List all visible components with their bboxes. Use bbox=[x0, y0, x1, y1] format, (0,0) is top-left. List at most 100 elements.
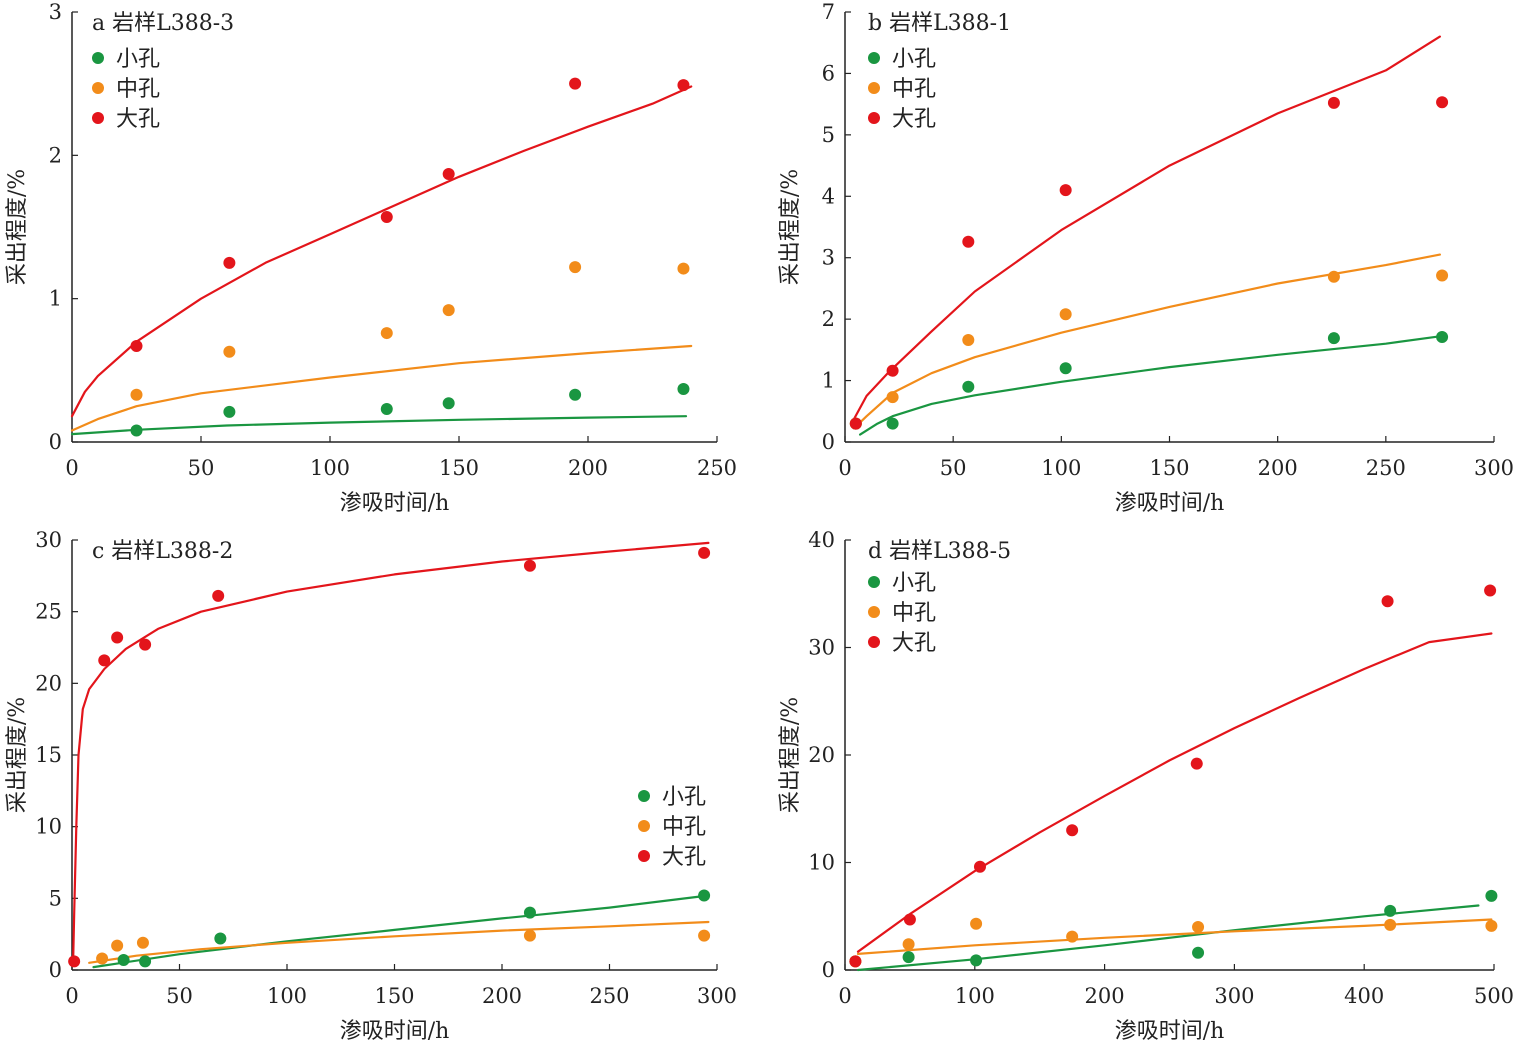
y-axis-label: 采出程度/% bbox=[778, 697, 803, 813]
chart-panel-3: 0 100 200 300 400 500 0 10 20 30 40 渗吸时间/h 采出程度/% d 岩… bbox=[778, 528, 1514, 1044]
data-point bbox=[569, 77, 582, 90]
panel-title: a 岩样L388-3 bbox=[92, 11, 234, 36]
panel-title: c 岩样L388-2 bbox=[92, 539, 233, 564]
x-tick-label: 500 bbox=[1474, 984, 1514, 1008]
y-tick-label: 3 bbox=[49, 0, 62, 24]
y-tick-label: 30 bbox=[35, 528, 62, 552]
x-tick-label: 300 bbox=[1214, 984, 1254, 1008]
x-tick-label: 150 bbox=[1149, 456, 1189, 480]
x-tick-label: 50 bbox=[940, 456, 967, 480]
y-tick-label: 10 bbox=[35, 815, 62, 839]
data-point bbox=[214, 932, 227, 945]
x-axis-label: 渗吸时间/h bbox=[1115, 1019, 1225, 1044]
y-tick-label: 10 bbox=[808, 851, 835, 875]
legend-label: 小孔 bbox=[116, 47, 160, 72]
fit-curve-0 bbox=[92, 894, 710, 969]
data-point bbox=[442, 397, 455, 410]
y-tick-label: 3 bbox=[822, 246, 835, 270]
y-tick-label: 20 bbox=[808, 743, 835, 767]
legend-label: 中孔 bbox=[892, 77, 936, 102]
x-tick-label: 0 bbox=[65, 456, 78, 480]
legend-label: 大孔 bbox=[116, 107, 160, 132]
y-tick-label: 15 bbox=[35, 743, 62, 767]
data-point bbox=[1327, 270, 1340, 283]
x-tick-label: 100 bbox=[310, 456, 350, 480]
data-point bbox=[68, 955, 81, 968]
legend-label: 大孔 bbox=[662, 845, 706, 870]
data-point bbox=[903, 913, 916, 926]
y-tick-label: 0 bbox=[822, 958, 835, 982]
legend-marker bbox=[868, 112, 880, 124]
data-point bbox=[970, 954, 983, 967]
data-point bbox=[849, 417, 862, 430]
x-tick-label: 200 bbox=[1085, 984, 1125, 1008]
x-tick-label: 200 bbox=[568, 456, 608, 480]
data-point bbox=[1485, 919, 1498, 932]
fit-curve-2 bbox=[70, 85, 693, 418]
data-point bbox=[962, 334, 975, 347]
legend-marker bbox=[868, 52, 880, 64]
data-point bbox=[1381, 595, 1394, 608]
x-tick-label: 300 bbox=[1474, 456, 1514, 480]
y-tick-label: 0 bbox=[822, 430, 835, 454]
data-point bbox=[223, 256, 236, 269]
data-point bbox=[1485, 889, 1498, 902]
data-point bbox=[117, 953, 130, 966]
y-tick-label: 2 bbox=[49, 143, 62, 167]
x-tick-label: 250 bbox=[1366, 456, 1406, 480]
data-point bbox=[223, 345, 236, 358]
data-point bbox=[111, 939, 124, 952]
y-tick-label: 2 bbox=[822, 307, 835, 331]
data-point bbox=[973, 860, 986, 873]
data-point bbox=[1066, 824, 1079, 837]
y-tick-label: 0 bbox=[49, 958, 62, 982]
data-point bbox=[380, 327, 393, 340]
data-point bbox=[139, 955, 152, 968]
data-point bbox=[223, 405, 236, 418]
fit-curve-1 bbox=[70, 344, 693, 432]
legend-label: 中孔 bbox=[662, 815, 706, 840]
data-point bbox=[212, 589, 225, 602]
x-tick-label: 50 bbox=[188, 456, 215, 480]
x-tick-label: 250 bbox=[697, 456, 737, 480]
x-tick-label: 100 bbox=[1041, 456, 1081, 480]
data-point bbox=[962, 380, 975, 393]
legend-marker bbox=[638, 850, 650, 862]
data-point bbox=[442, 167, 455, 180]
data-point bbox=[130, 339, 143, 352]
data-point bbox=[1190, 757, 1203, 770]
data-point bbox=[1059, 184, 1072, 197]
panel-title: b 岩样L388-1 bbox=[868, 11, 1011, 36]
x-tick-label: 250 bbox=[589, 984, 629, 1008]
data-point bbox=[1436, 330, 1449, 343]
data-point bbox=[698, 546, 711, 559]
data-point bbox=[523, 929, 536, 942]
y-axis-label: 采出程度/% bbox=[778, 169, 803, 285]
y-tick-label: 4 bbox=[822, 184, 835, 208]
legend-marker bbox=[868, 82, 880, 94]
data-point bbox=[1384, 904, 1397, 917]
x-tick-label: 400 bbox=[1344, 984, 1384, 1008]
data-point bbox=[902, 951, 915, 964]
data-point bbox=[677, 382, 690, 395]
data-point bbox=[380, 403, 393, 416]
data-point bbox=[569, 388, 582, 401]
data-point bbox=[886, 417, 899, 430]
y-tick-label: 30 bbox=[808, 636, 835, 660]
y-tick-label: 5 bbox=[49, 886, 62, 910]
data-point bbox=[96, 952, 109, 965]
data-point bbox=[970, 917, 983, 930]
y-tick-label: 0 bbox=[49, 430, 62, 454]
data-point bbox=[1484, 584, 1497, 597]
data-point bbox=[677, 262, 690, 275]
data-point bbox=[111, 631, 124, 644]
panel-title: d 岩样L388-5 bbox=[868, 539, 1011, 564]
y-tick-label: 1 bbox=[49, 287, 62, 311]
y-tick-label: 5 bbox=[822, 123, 835, 147]
data-point bbox=[1059, 362, 1072, 375]
data-point bbox=[902, 938, 915, 951]
data-point bbox=[677, 79, 690, 92]
y-axis-label: 采出程度/% bbox=[5, 697, 30, 813]
legend-label: 小孔 bbox=[892, 47, 936, 72]
